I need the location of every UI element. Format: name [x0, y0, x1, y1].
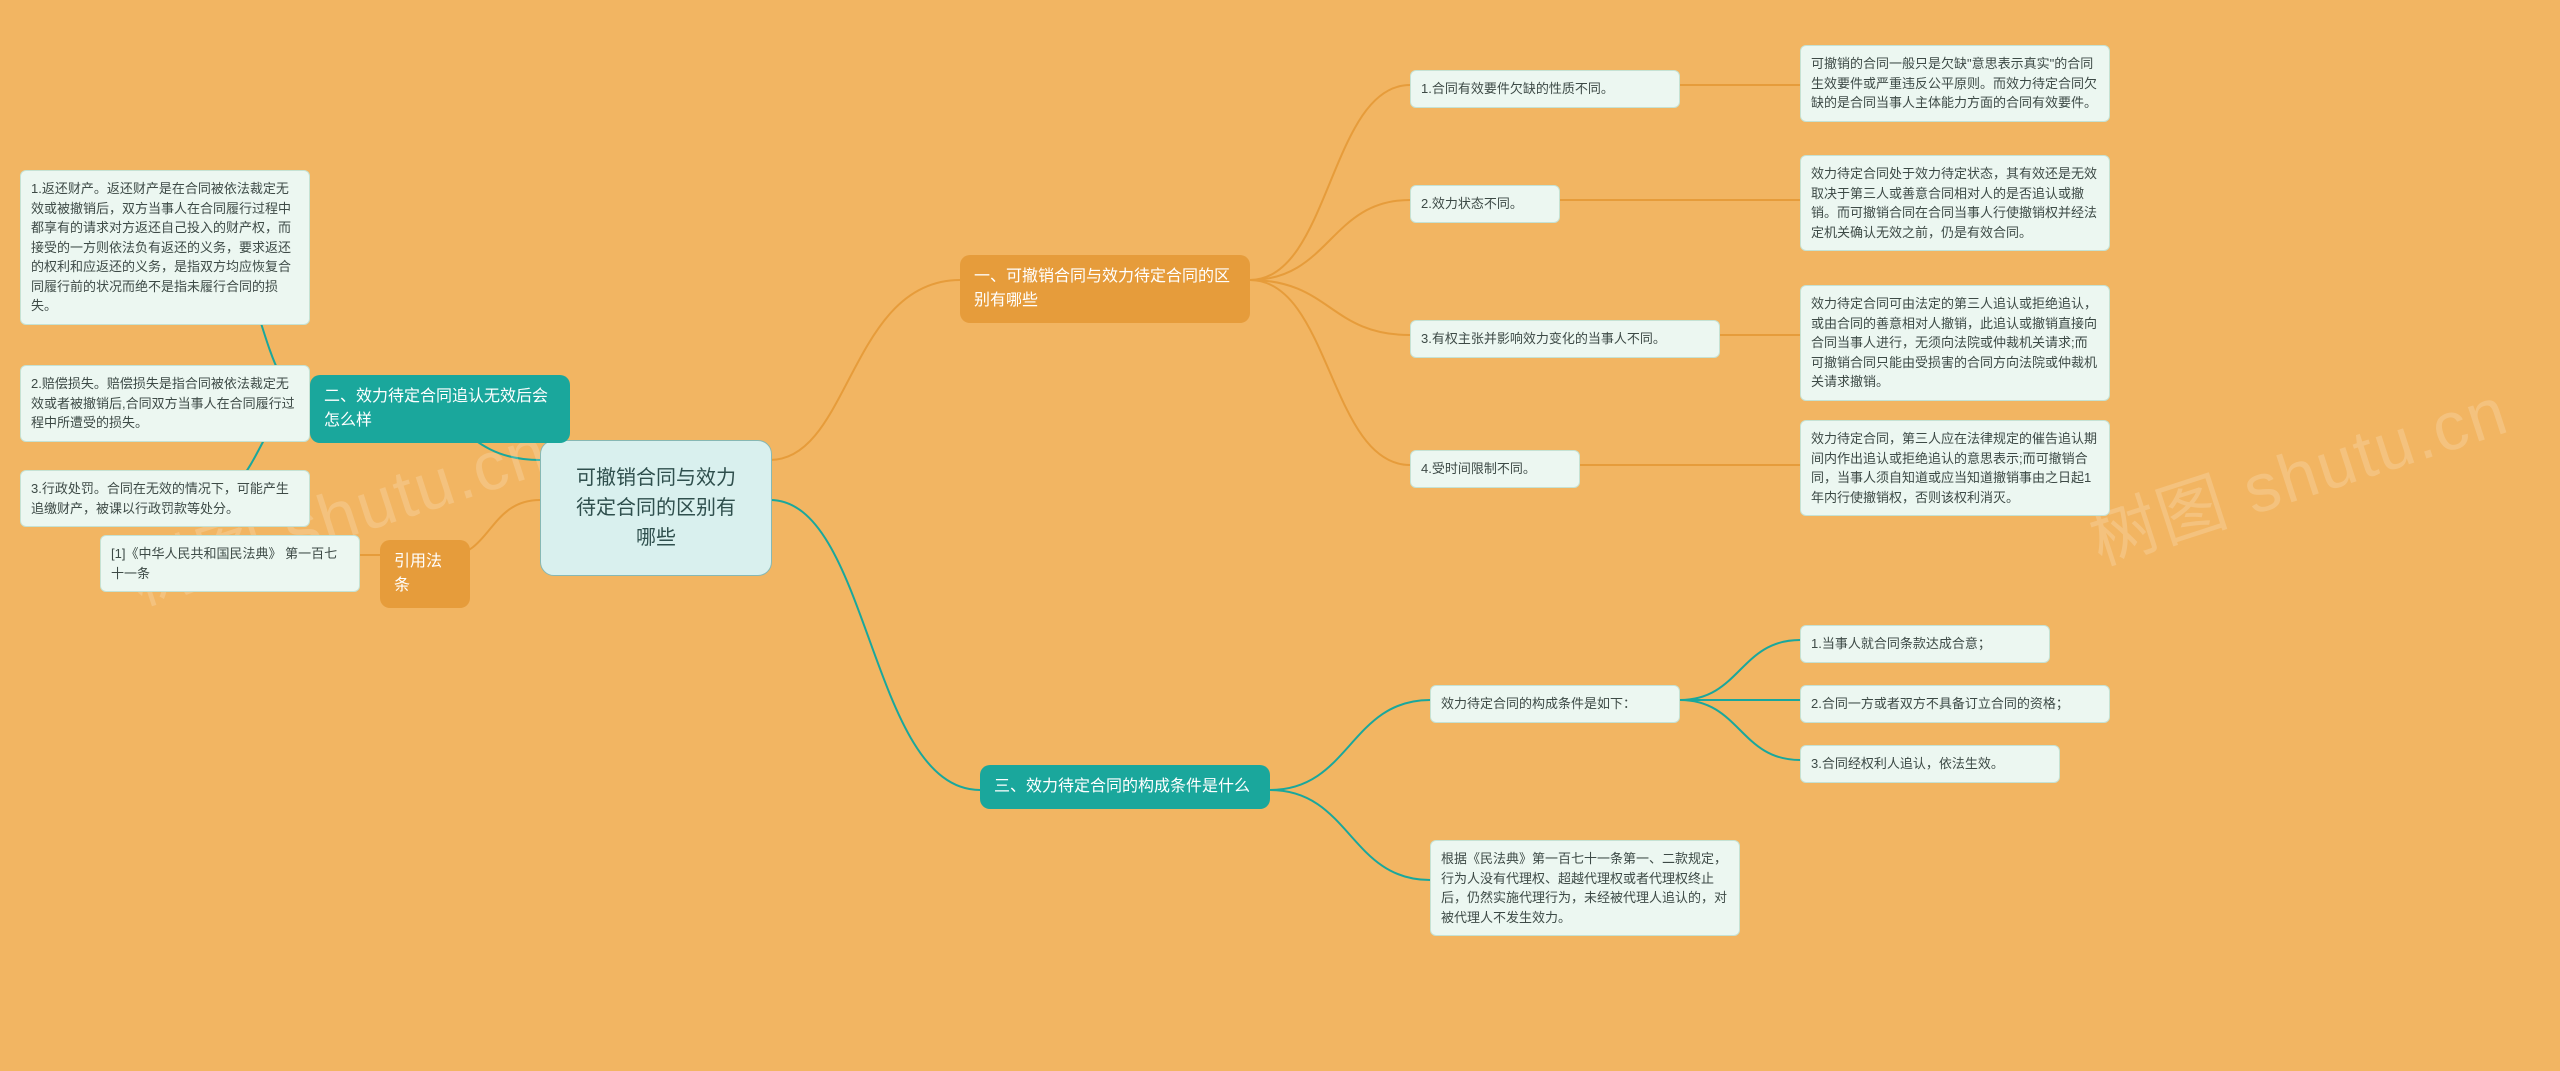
branch-1-child-4[interactable]: 4.受时间限制不同。 — [1410, 450, 1580, 488]
branch-3[interactable]: 三、效力待定合同的构成条件是什么 — [980, 765, 1270, 809]
branch-1-child-3[interactable]: 3.有权主张并影响效力变化的当事人不同。 — [1410, 320, 1720, 358]
watermark: 树图 shutu.cn — [2075, 355, 2518, 583]
center-node[interactable]: 可撤销合同与效力待定合同的区别有哪些 — [540, 440, 772, 576]
branch-4-child-1: [1]《中华人民共和国民法典》 第一百七十一条 — [100, 535, 360, 592]
branch-4[interactable]: 引用法条 — [380, 540, 470, 608]
branch-3-child-1[interactable]: 效力待定合同的构成条件是如下： — [1430, 685, 1680, 723]
branch-3-child-2: 根据《民法典》第一百七十一条第一、二款规定，行为人没有代理权、超越代理权或者代理… — [1430, 840, 1740, 936]
branch-1-child-2-detail: 效力待定合同处于效力待定状态，其有效还是无效取决于第三人或善意合同相对人的是否追… — [1800, 155, 2110, 251]
branch-1-child-3-detail: 效力待定合同可由法定的第三人追认或拒绝追认，或由合同的善意相对人撤销，此追认或撤… — [1800, 285, 2110, 401]
branch-2-child-2: 2.赔偿损失。赔偿损失是指合同被依法裁定无效或者被撤销后,合同双方当事人在合同履… — [20, 365, 310, 442]
branch-2-child-1: 1.返还财产。返还财产是在合同被依法裁定无效或被撤销后，双方当事人在合同履行过程… — [20, 170, 310, 325]
branch-1[interactable]: 一、可撤销合同与效力待定合同的区别有哪些 — [960, 255, 1250, 323]
connector-lines — [0, 0, 2560, 1071]
branch-1-child-1[interactable]: 1.合同有效要件欠缺的性质不同。 — [1410, 70, 1680, 108]
branch-3-child-1-sub1: 1.当事人就合同条款达成合意； — [1800, 625, 2050, 663]
branch-2[interactable]: 二、效力待定合同追认无效后会怎么样 — [310, 375, 570, 443]
branch-1-child-1-detail: 可撤销的合同一般只是欠缺"意思表示真实"的合同生效要件或严重违反公平原则。而效力… — [1800, 45, 2110, 122]
branch-3-child-1-sub3: 3.合同经权利人追认，依法生效。 — [1800, 745, 2060, 783]
branch-3-child-1-sub2: 2.合同一方或者双方不具备订立合同的资格； — [1800, 685, 2110, 723]
branch-2-child-3: 3.行政处罚。合同在无效的情况下，可能产生追缴财产，被课以行政罚款等处分。 — [20, 470, 310, 527]
branch-1-child-2[interactable]: 2.效力状态不同。 — [1410, 185, 1560, 223]
branch-1-child-4-detail: 效力待定合同，第三人应在法律规定的催告追认期间内作出追认或拒绝追认的意思表示;而… — [1800, 420, 2110, 516]
